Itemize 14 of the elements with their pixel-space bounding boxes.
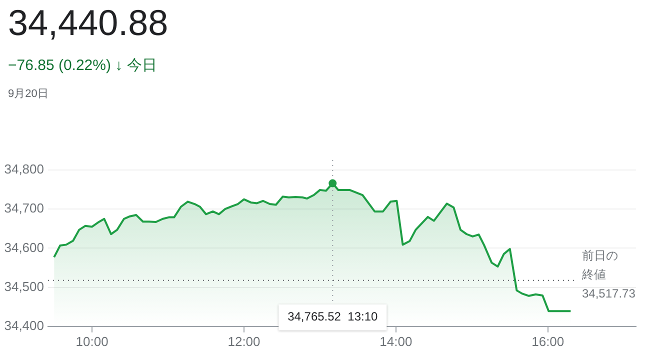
ref-line-label: 34,765.52 13:10 <box>288 310 378 324</box>
y-tick-label: 34,800 <box>4 162 44 177</box>
ref-line-label: 前日の終値 34,517.73 <box>581 248 636 301</box>
text: 9月20日 <box>8 87 48 101</box>
y-tick-label: 34,500 <box>4 278 44 294</box>
y-tick-label: 34,700 <box>4 200 44 216</box>
y-tick-label: 34,600 <box>4 240 44 255</box>
x-tick-label: 12:00 <box>228 334 260 349</box>
x-tick-label: 14:00 <box>380 334 412 349</box>
x-tick-label: 16:00 <box>532 334 564 349</box>
y-tick-label: 34,400 <box>4 318 44 333</box>
x-tick-label: 10:00 <box>76 334 108 349</box>
chart-title: 34,440.88 <box>8 2 168 44</box>
chart-subtitle: −76.85 (0.22%) ↓ 今日 <box>8 56 157 75</box>
